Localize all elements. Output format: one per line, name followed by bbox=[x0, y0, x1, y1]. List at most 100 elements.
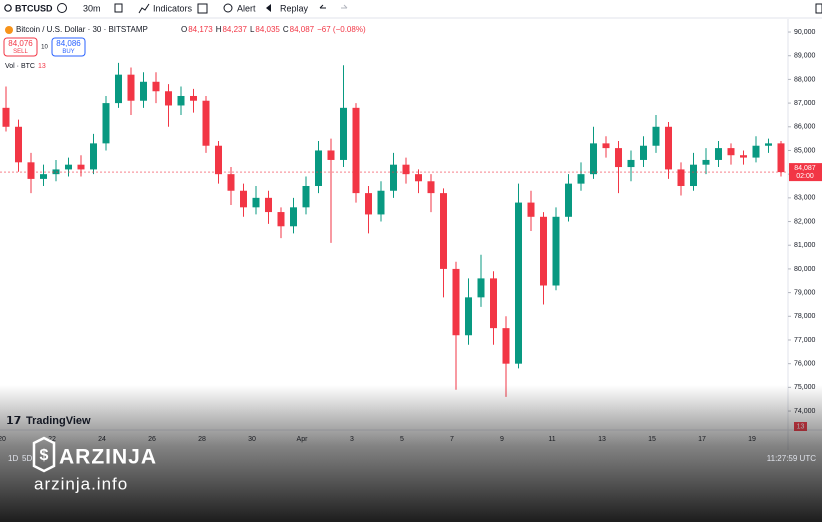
volume-value: 13 bbox=[38, 63, 46, 70]
symbol[interactable]: BTCUSD bbox=[15, 3, 53, 13]
chart-type-icon[interactable] bbox=[114, 3, 123, 13]
candle-body bbox=[415, 174, 422, 182]
range-1d[interactable]: 1D bbox=[8, 454, 18, 463]
candle-body bbox=[252, 197, 260, 208]
candle-body bbox=[602, 143, 610, 149]
candle-body bbox=[215, 145, 222, 175]
y-tick-label: 76,000 bbox=[794, 361, 816, 368]
y-tick-label: 83,000 bbox=[794, 195, 816, 202]
change: −67 (−0.08%) bbox=[317, 25, 366, 34]
candle-body bbox=[427, 181, 435, 194]
brand-logo bbox=[32, 436, 56, 473]
sell-button[interactable] bbox=[3, 37, 38, 57]
candle-body bbox=[627, 159, 635, 168]
candle-body bbox=[765, 143, 772, 146]
ohlc: O 84,173 H 84,237 L 84,035 C 84,087 −67 (−0.08%) bbox=[181, 25, 366, 34]
candle-body bbox=[740, 155, 747, 158]
layout-icon[interactable] bbox=[197, 3, 208, 14]
candle-body bbox=[527, 202, 535, 217]
candle-body bbox=[177, 95, 185, 106]
y-tick-label: 82,000 bbox=[794, 218, 816, 225]
candle-body bbox=[690, 164, 697, 187]
buy-label[interactable]: BUY bbox=[62, 49, 74, 55]
candle-body bbox=[665, 126, 672, 170]
candle-body bbox=[365, 193, 372, 215]
brand-logo-letter: $ bbox=[40, 447, 49, 464]
candle-body bbox=[377, 190, 385, 215]
candle-body bbox=[715, 148, 722, 160]
sell-label[interactable]: SELL bbox=[13, 49, 28, 55]
panel-icon[interactable] bbox=[815, 3, 822, 14]
undo[interactable] bbox=[319, 4, 326, 9]
y-tick-label: 87,000 bbox=[794, 100, 816, 107]
interval[interactable]: 30m bbox=[83, 3, 101, 13]
candle-body bbox=[115, 74, 122, 104]
ohlc-key: C bbox=[283, 25, 289, 34]
candle-body bbox=[90, 143, 97, 170]
candle-body bbox=[152, 81, 160, 92]
candle-body bbox=[27, 162, 35, 179]
candle-body bbox=[490, 278, 497, 329]
buy-button[interactable] bbox=[51, 37, 86, 57]
candle-body bbox=[65, 164, 72, 170]
candle-body bbox=[515, 202, 522, 364]
toolbar bbox=[0, 0, 822, 18]
ohlc-key: O bbox=[181, 25, 187, 34]
indicators-icon[interactable] bbox=[138, 3, 150, 14]
countdown: 02:00 bbox=[796, 173, 814, 180]
candle-body bbox=[277, 212, 285, 227]
replay-icon[interactable] bbox=[266, 4, 271, 12]
candle-body bbox=[777, 143, 785, 173]
alert[interactable]: Alert bbox=[237, 3, 256, 13]
candle-body bbox=[340, 107, 347, 160]
candle-body bbox=[452, 268, 460, 336]
replay[interactable]: Replay bbox=[280, 3, 309, 13]
candle-body bbox=[577, 174, 585, 184]
candle-body bbox=[327, 150, 335, 160]
btc-icon bbox=[5, 26, 13, 34]
tv-watermark: TradingView bbox=[26, 415, 91, 427]
redo[interactable] bbox=[341, 4, 348, 9]
candle-body bbox=[615, 148, 622, 168]
candle-body bbox=[52, 169, 60, 175]
candle-body bbox=[590, 143, 597, 175]
bottom-shade bbox=[0, 385, 822, 522]
spread: 10 bbox=[41, 45, 48, 51]
candle-body bbox=[752, 145, 760, 158]
sell-price[interactable]: 84,076 bbox=[8, 39, 33, 48]
candle-body bbox=[127, 74, 135, 101]
candle-body bbox=[640, 145, 647, 160]
price-axis bbox=[788, 19, 822, 430]
alert-icon[interactable] bbox=[223, 3, 233, 13]
y-tick-label: 86,000 bbox=[794, 124, 816, 131]
y-tick-label: 79,000 bbox=[794, 289, 816, 296]
range-5d[interactable]: 5D bbox=[22, 454, 32, 463]
compare-icon[interactable] bbox=[57, 3, 67, 13]
volume-label: Vol · BTC bbox=[5, 63, 35, 70]
y-tick-label: 89,000 bbox=[794, 53, 816, 60]
candle-body bbox=[265, 197, 272, 213]
brand-name: ARZINJA bbox=[59, 446, 157, 469]
candle-body bbox=[652, 126, 660, 146]
candle-body bbox=[477, 278, 485, 298]
y-tick-label: 80,000 bbox=[794, 266, 816, 273]
indicators[interactable]: Indicators bbox=[153, 3, 193, 13]
buy-price[interactable]: 84,086 bbox=[56, 39, 81, 48]
y-tick-label: 77,000 bbox=[794, 337, 816, 344]
ohlc-value: 84,237 bbox=[222, 25, 247, 34]
candle-body bbox=[702, 159, 710, 165]
candle-body bbox=[2, 107, 10, 127]
candle-body bbox=[502, 328, 510, 364]
candle-body bbox=[565, 183, 572, 217]
last-price-box bbox=[789, 163, 822, 182]
candle-body bbox=[290, 207, 297, 227]
search-icon[interactable] bbox=[4, 4, 12, 12]
candle-body bbox=[202, 100, 210, 146]
candle-body bbox=[302, 186, 310, 208]
y-tick-label: 81,000 bbox=[794, 242, 816, 249]
candle-body bbox=[465, 297, 472, 336]
candle-body bbox=[440, 193, 447, 269]
legend-title: Bitcoin / U.S. Dollar · 30 · BITSTAMP bbox=[16, 25, 148, 34]
clock: 11:27:59 UTC bbox=[767, 454, 816, 463]
candle-body bbox=[540, 216, 547, 286]
